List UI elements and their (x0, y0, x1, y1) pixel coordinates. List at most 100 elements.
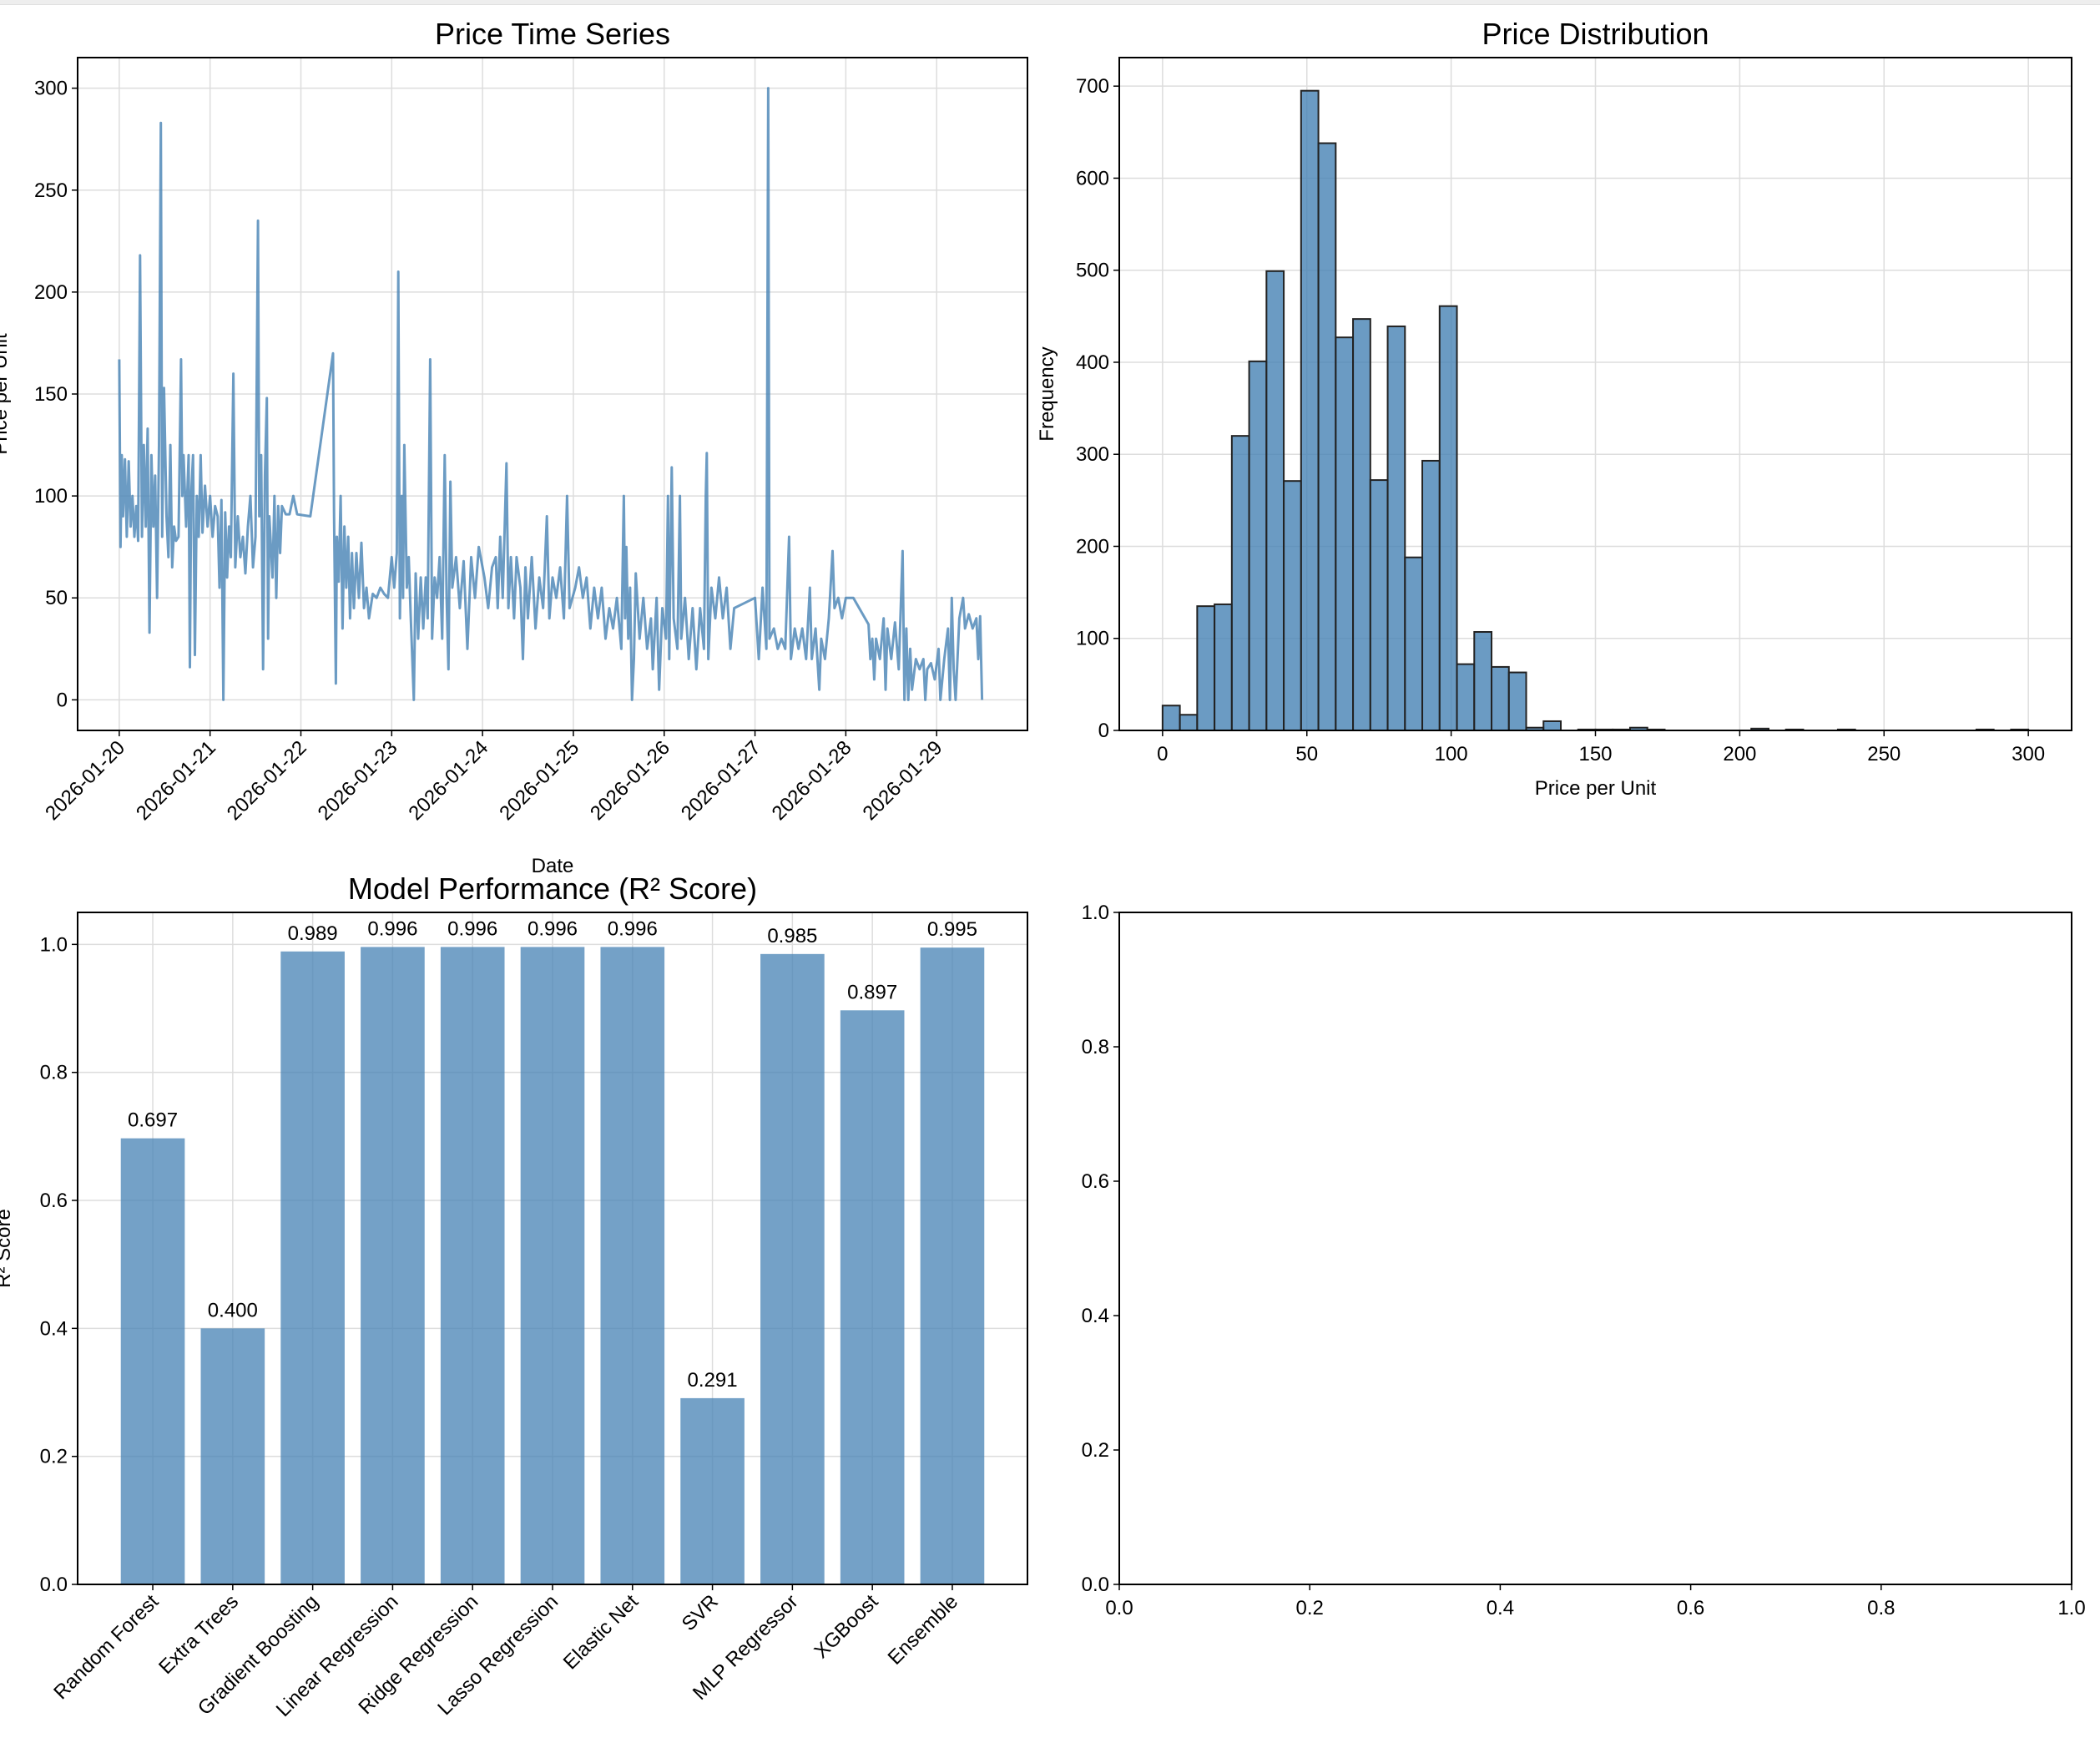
x-tick-label: 200 (1723, 743, 1756, 765)
axes-frame (1118, 912, 2072, 1585)
bar-value-label: 0.897 (847, 981, 897, 1003)
x-tick-label: 300 (2012, 743, 2045, 765)
price-distribution-chart: 0 100 200 300 400 500 600 700 0 50 100 150 200 250 300… (1036, 17, 2072, 800)
x-tick-label: 100 (1435, 743, 1468, 765)
y-tick-label: 1.0 (1082, 902, 1109, 924)
histogram-bar (1179, 714, 1199, 731)
y-axis-label: Frequency (1036, 346, 1058, 441)
x-tick-label: 2026-01-20 (41, 736, 129, 825)
x-tick-label: 2026-01-27 (677, 736, 765, 825)
x-tick-label: 2026-01-23 (314, 736, 402, 825)
histogram-bar (1404, 556, 1424, 732)
histogram-bar (1456, 663, 1476, 731)
y-tick-label: 0 (1098, 720, 1109, 742)
y-tick-label: 300 (34, 78, 68, 100)
histogram-bar (1473, 631, 1493, 732)
y-tick-label: 250 (34, 179, 68, 202)
model-bar (680, 1397, 745, 1584)
x-tick-label: 2026-01-26 (586, 736, 674, 825)
y-tick-label: 50 (45, 587, 68, 609)
x-tick-label: 2026-01-22 (223, 736, 311, 825)
model-bar (280, 951, 345, 1584)
chart-title: Model Performance (R² Score) (348, 872, 757, 906)
model-bar (600, 947, 665, 1584)
model-bar (920, 947, 985, 1584)
model-bar (840, 1010, 905, 1584)
bar-value-label: 0.995 (927, 918, 977, 941)
y-tick-label: 300 (1076, 443, 1109, 466)
chart-title: Price Distribution (1482, 17, 1709, 51)
bar-value-label: 0.996 (608, 917, 658, 940)
x-tick-label: Random Forest (49, 1590, 163, 1704)
histogram-bar (1352, 318, 1371, 731)
axes-frame (77, 912, 1028, 1585)
y-tick-label: 700 (1076, 75, 1109, 98)
x-tick-label: Ensemble (884, 1590, 963, 1670)
x-tick-label: 0.2 (1296, 1597, 1324, 1619)
y-tick-label: 0.6 (1082, 1170, 1109, 1193)
y-tick-label: 600 (1076, 167, 1109, 189)
y-tick-label: 500 (1076, 260, 1109, 282)
histogram-bar (1507, 671, 1527, 731)
y-tick-label: 100 (34, 485, 68, 508)
y-tick-label: 0.4 (1082, 1305, 1109, 1327)
y-tick-label: 100 (1076, 628, 1109, 650)
x-tick-label: 0.0 (1105, 1597, 1133, 1619)
bar-value-label: 0.996 (367, 917, 417, 940)
chart-title: Price Time Series (435, 17, 670, 51)
y-tick-label: 1.0 (40, 933, 68, 956)
y-tick-label: 0 (57, 689, 68, 711)
histogram-bar (1248, 360, 1268, 731)
x-axis-label: Date (532, 855, 574, 877)
histogram-bar (1369, 479, 1389, 731)
x-tick-label: 0.8 (1867, 1597, 1895, 1619)
bar-value-label: 0.996 (528, 917, 578, 940)
x-tick-label: 2026-01-21 (132, 736, 220, 825)
x-tick-label: 1.0 (2057, 1597, 2085, 1619)
histogram-bar (1283, 480, 1302, 731)
window-top-bar (0, 0, 2100, 5)
bar-value-label: 0.985 (767, 925, 817, 947)
histogram-bar (1317, 142, 1337, 731)
histogram-bar (1491, 665, 1510, 731)
x-tick-label: 0.6 (1677, 1597, 1704, 1619)
y-tick-label: 0.0 (40, 1574, 68, 1596)
y-tick-label: 0.0 (1082, 1574, 1109, 1596)
y-tick-label: 0.6 (40, 1190, 68, 1212)
model-bar (120, 1138, 185, 1584)
y-tick-label: 0.2 (1082, 1439, 1109, 1462)
x-tick-label: Elastic Net (559, 1590, 643, 1674)
bar-value-label: 0.291 (688, 1369, 738, 1392)
model-bar (520, 947, 585, 1584)
x-tick-label: 2026-01-24 (404, 736, 492, 825)
model-bar (760, 953, 825, 1584)
y-tick-label: 400 (1076, 351, 1109, 374)
x-tick-label: 150 (1578, 743, 1612, 765)
histogram-bar (1196, 605, 1216, 731)
histogram-bar (1335, 336, 1355, 731)
series-line-price (118, 87, 984, 701)
axes-frame (77, 57, 1028, 731)
y-tick-label: 0.8 (40, 1062, 68, 1084)
axes-frame (1118, 57, 2072, 731)
y-tick-label: 0.2 (40, 1446, 68, 1468)
bar-value-label: 0.697 (128, 1109, 178, 1132)
x-tick-label: XGBoost (810, 1590, 882, 1663)
model-bar (200, 1328, 265, 1584)
y-axis-label: Price per Unit (0, 333, 12, 455)
x-tick-label: 0 (1157, 743, 1168, 765)
x-tick-label: 250 (1867, 743, 1901, 765)
histogram-bar (1421, 459, 1441, 731)
histogram-bar (1214, 603, 1233, 731)
histogram-bar (1300, 89, 1320, 732)
x-axis-label: Price per Unit (1535, 777, 1657, 800)
bar-value-label: 0.989 (288, 922, 338, 945)
bar-value-label: 0.996 (447, 917, 497, 940)
y-tick-label: 0.8 (1082, 1036, 1109, 1058)
model-bar (440, 947, 505, 1584)
empty-axes: 0.0 0.2 0.4 0.6 0.8 1.0 0.0 0.2 0.4 0.6 0.8 1.0 (1082, 902, 2086, 1619)
y-tick-label: 0.4 (40, 1317, 68, 1340)
